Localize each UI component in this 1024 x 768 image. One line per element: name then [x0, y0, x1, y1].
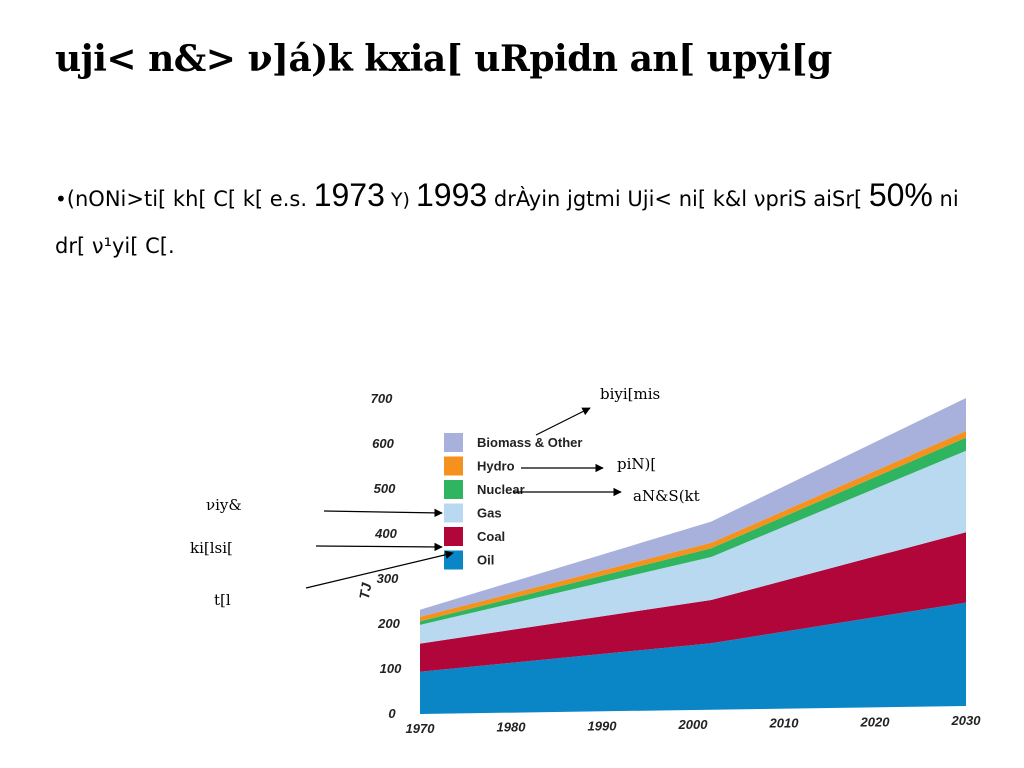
x-tick-label: 1990 [588, 718, 618, 733]
y-tick-label: 200 [377, 616, 400, 631]
bullet-text-part-2: Y) [384, 189, 416, 211]
annotation-label: νiy& [206, 496, 242, 514]
area-gas [420, 450, 966, 644]
x-tick-label: 2000 [678, 717, 709, 732]
annotation-arrow [305, 550, 454, 589]
y-axis-title: TJ [356, 581, 375, 601]
y-tick-label: 100 [380, 661, 402, 676]
bullet-text-part-4: ni dr[ ν¹yi[ C[. [55, 187, 959, 258]
x-tick-label: 1980 [497, 720, 527, 735]
legend-label: Gas [477, 506, 502, 521]
y-tick-label: 700 [371, 391, 393, 406]
legend-label: Biomass & Other [477, 435, 582, 450]
x-tick-label: 2030 [951, 713, 982, 728]
annotation-label: piN)[ [617, 455, 656, 473]
y-tick-label: 400 [374, 526, 397, 541]
annotation-label: ki[lsi[ [190, 539, 233, 557]
annotation-label: biyi[mis [600, 385, 660, 403]
x-tick-label: 2020 [860, 714, 891, 729]
annotation-arrow [315, 542, 443, 552]
legend-label: Coal [477, 529, 505, 544]
y-tick-label: 0 [388, 706, 396, 721]
legend-swatch [444, 527, 463, 546]
y-tick-label: 500 [374, 481, 396, 496]
year-end: 1993 [416, 177, 488, 213]
legend-swatch [444, 480, 463, 499]
annotation-label: aN&S(kt [633, 487, 700, 505]
bullet-dot: • [55, 187, 67, 211]
annotation-label: t[l [214, 591, 231, 609]
legend-swatch [444, 550, 463, 570]
percent-value: 50% [868, 177, 933, 213]
annotation-arrow [323, 508, 443, 518]
bullet-text: •(nONi>ti[ kh[ C[ k[ e.s. 1973 Y) 1993 d… [55, 172, 975, 269]
area-coal [420, 532, 966, 672]
legend-label: Oil [477, 553, 494, 568]
annotation-arrow [535, 407, 591, 436]
legend-swatch [444, 503, 463, 523]
area-biomass-other [420, 398, 966, 617]
y-tick-label: 600 [372, 436, 394, 451]
legend-swatch [444, 433, 463, 452]
x-tick-label: 1970 [406, 721, 436, 736]
legend-swatch [444, 456, 463, 476]
legend-label: Nuclear [477, 482, 525, 497]
y-tick-label: 300 [377, 571, 399, 586]
slide-title: uji< n&> ν]á)k kxia[ uRpidn an[ upyi[g [55, 38, 832, 80]
area-oil [420, 602, 966, 714]
year-start: 1973 [313, 177, 385, 213]
bullet-text-part-1: (nONi>ti[ kh[ C[ k[ e.s. [66, 187, 314, 211]
legend-label: Hydro [477, 459, 515, 474]
x-tick-label: 2010 [769, 716, 800, 731]
bullet-text-part-3: drÀyin jgtmi Uji< ni[ k&l νpriS aiSr[ [487, 187, 869, 211]
